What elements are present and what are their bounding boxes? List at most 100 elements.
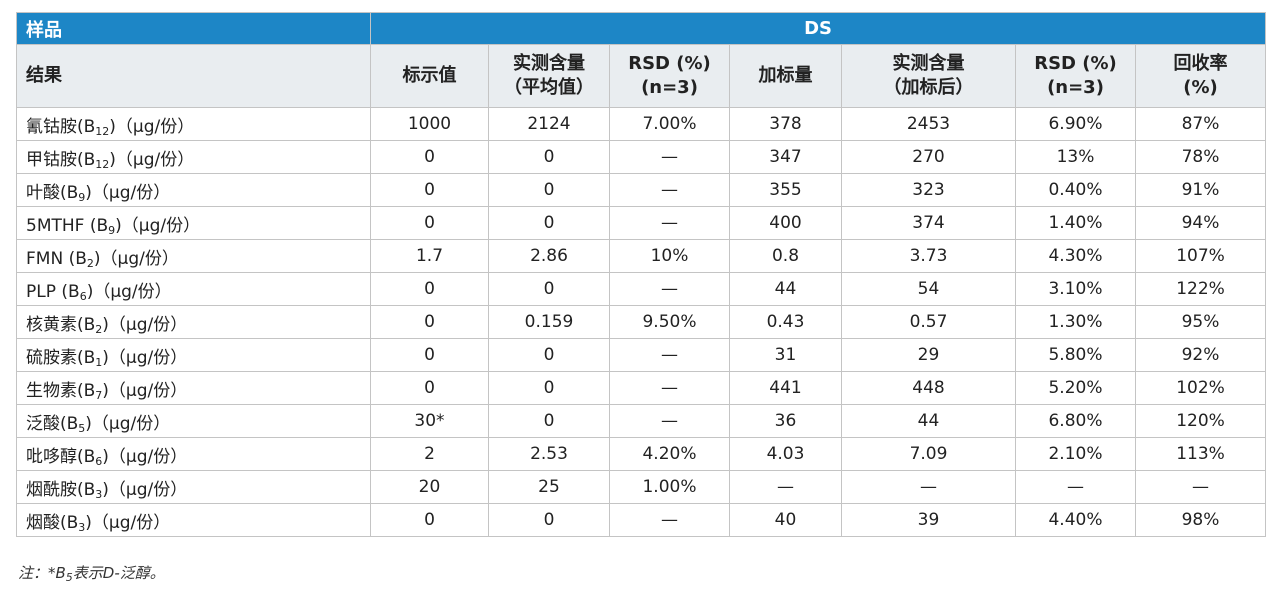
table-cell: 44 xyxy=(841,404,1016,438)
table-row: PLP (B6)（μg/份） 0 0—44 54 3.10% 122% xyxy=(16,272,1267,306)
row-label-unit: )（μg/份） xyxy=(115,215,201,236)
column-header: 实测含量 （平均值） xyxy=(488,44,610,108)
table-cell: — xyxy=(609,503,730,537)
row-label: 5MTHF (B9)（μg/份） xyxy=(16,206,371,240)
row-label-name: 氰钴胺(B xyxy=(26,116,96,137)
column-header-line: 实测含量 xyxy=(892,53,965,74)
row-label-name: 核黄素(B xyxy=(26,314,96,335)
table-cell: 10% xyxy=(609,239,730,273)
table-cell: 0.43 xyxy=(729,305,842,339)
row-label: PLP (B6)（μg/份） xyxy=(16,272,371,306)
table-cell: 4.40% xyxy=(1015,503,1136,537)
row-label-subscript: 1 xyxy=(95,355,103,369)
row-label: FMN (B2)（μg/份） xyxy=(16,239,371,273)
table-cell: 6.90% xyxy=(1015,107,1136,141)
table-cell: 355 xyxy=(729,173,842,207)
table-cell: 0 xyxy=(488,140,610,174)
row-label-name: 叶酸(B xyxy=(26,182,79,203)
table-cell: 2.10% xyxy=(1015,437,1136,471)
column-header-line: 实测含量 xyxy=(513,53,585,74)
table-cell: — xyxy=(609,173,730,207)
table-row: 氰钴胺(B12)（μg/份） 1000 2124 7.00% 378 2453 6.90% 8… xyxy=(16,107,1267,141)
table-cell: 2 xyxy=(370,437,489,471)
table-cell: 31 xyxy=(729,338,842,372)
table-cell: 6.80% xyxy=(1015,404,1136,438)
table-cell: 94% xyxy=(1134,206,1267,240)
footnote-suffix: 表示D-泛醇。 xyxy=(72,564,165,582)
row-label-unit: )（μg/份） xyxy=(93,248,179,269)
row-label-subscript: 2 xyxy=(95,322,103,336)
table-cell: 122% xyxy=(1134,272,1267,306)
table-cell: 102% xyxy=(1134,371,1267,405)
table-cell: — xyxy=(609,338,730,372)
column-header: RSD (%) (n=3) xyxy=(609,44,730,108)
table-row: 5MTHF (B9)（μg/份） 0 0—400 374 1.40% 94% xyxy=(16,206,1267,240)
row-label-unit: )（μg/份） xyxy=(85,512,171,533)
table-cell: 374 xyxy=(841,206,1016,240)
row-label-unit: )（μg/份） xyxy=(102,479,188,500)
table-cell: 270 xyxy=(841,140,1016,174)
row-label-name: 烟酰胺(B xyxy=(26,479,96,500)
row-label-unit: )（μg/份） xyxy=(109,149,195,170)
column-header-line: 回收率 xyxy=(1173,53,1228,74)
table-row: 核黄素(B2)（μg/份） 0 0.159 9.50% 0.43 0.57 1.30% 95% xyxy=(16,305,1267,339)
table-cell: 0 xyxy=(370,305,489,339)
table-cell: 5.20% xyxy=(1015,371,1136,405)
table-cell: 0 xyxy=(488,173,610,207)
table-cell: — xyxy=(729,470,842,504)
table-cell: 39 xyxy=(841,503,1016,537)
row-label-subscript: 12 xyxy=(95,157,110,171)
column-header-line: 加标量 xyxy=(758,65,813,86)
table-cell: 1.7 xyxy=(370,239,489,273)
row-label-name: 5MTHF (B xyxy=(26,215,109,236)
table-cell: 30* xyxy=(370,404,489,438)
table-cell: 13% xyxy=(1015,140,1136,174)
table-cell: 3.73 xyxy=(841,239,1016,273)
table-cell: 0 xyxy=(488,404,610,438)
table-cell: 0.40% xyxy=(1015,173,1136,207)
row-label-subscript: 5 xyxy=(78,421,86,435)
row-label-subscript: 2 xyxy=(86,256,94,270)
row-label: 生物素(B7)（μg/份） xyxy=(16,371,371,405)
table-cell: 2.86 xyxy=(488,239,610,273)
table-cell: 0.57 xyxy=(841,305,1016,339)
table-cell: 0 xyxy=(370,338,489,372)
table-cell: 1000 xyxy=(370,107,489,141)
column-header-line: RSD (%) xyxy=(1034,53,1117,74)
row-label-unit: )（μg/份） xyxy=(102,446,188,467)
column-header: 实测含量 （加标后） xyxy=(841,44,1016,108)
table-cell: 2453 xyxy=(841,107,1016,141)
row-label-subscript: 3 xyxy=(95,487,103,501)
table-cell: 448 xyxy=(841,371,1016,405)
table-cell: 0 xyxy=(370,371,489,405)
table-cell: 2.53 xyxy=(488,437,610,471)
table-cell: — xyxy=(609,371,730,405)
table-cell: 1.30% xyxy=(1015,305,1136,339)
table-cell: 4.20% xyxy=(609,437,730,471)
table-cell: 5.80% xyxy=(1015,338,1136,372)
table-cell: 0.159 xyxy=(488,305,610,339)
row-label-unit: )（μg/份） xyxy=(85,182,171,203)
table-cell: — xyxy=(609,206,730,240)
table-cell: 2124 xyxy=(488,107,610,141)
ds-band-label: DS xyxy=(369,12,1267,45)
row-label: 叶酸(B9)（μg/份） xyxy=(16,173,371,207)
table-cell: 323 xyxy=(841,173,1016,207)
table-cell: 0 xyxy=(370,140,489,174)
table-cell: 91% xyxy=(1134,173,1267,207)
row-label: 烟酰胺(B3)（μg/份） xyxy=(16,470,371,504)
table-cell: — xyxy=(609,272,730,306)
row-label: 核黄素(B2)（μg/份） xyxy=(16,305,371,339)
table-cell: 400 xyxy=(729,206,842,240)
row-label: 氰钴胺(B12)（μg/份） xyxy=(16,107,371,141)
table-cell: 54 xyxy=(841,272,1016,306)
row-label: 泛酸(B5)（μg/份） xyxy=(16,404,371,438)
column-header-line: （平均值） xyxy=(504,77,594,98)
row-label-name: 吡哆醇(B xyxy=(26,446,96,467)
footnote-prefix: 注：*B xyxy=(18,564,66,582)
table-row: 生物素(B7)（μg/份） 0 0—441 448 5.20% 102% xyxy=(16,371,1267,405)
table-cell: 113% xyxy=(1134,437,1267,471)
table-cell: 0 xyxy=(488,371,610,405)
table-row: 叶酸(B9)（μg/份） 0 0—355 323 0.40% 91% xyxy=(16,173,1267,207)
table-cell: 4.03 xyxy=(729,437,842,471)
